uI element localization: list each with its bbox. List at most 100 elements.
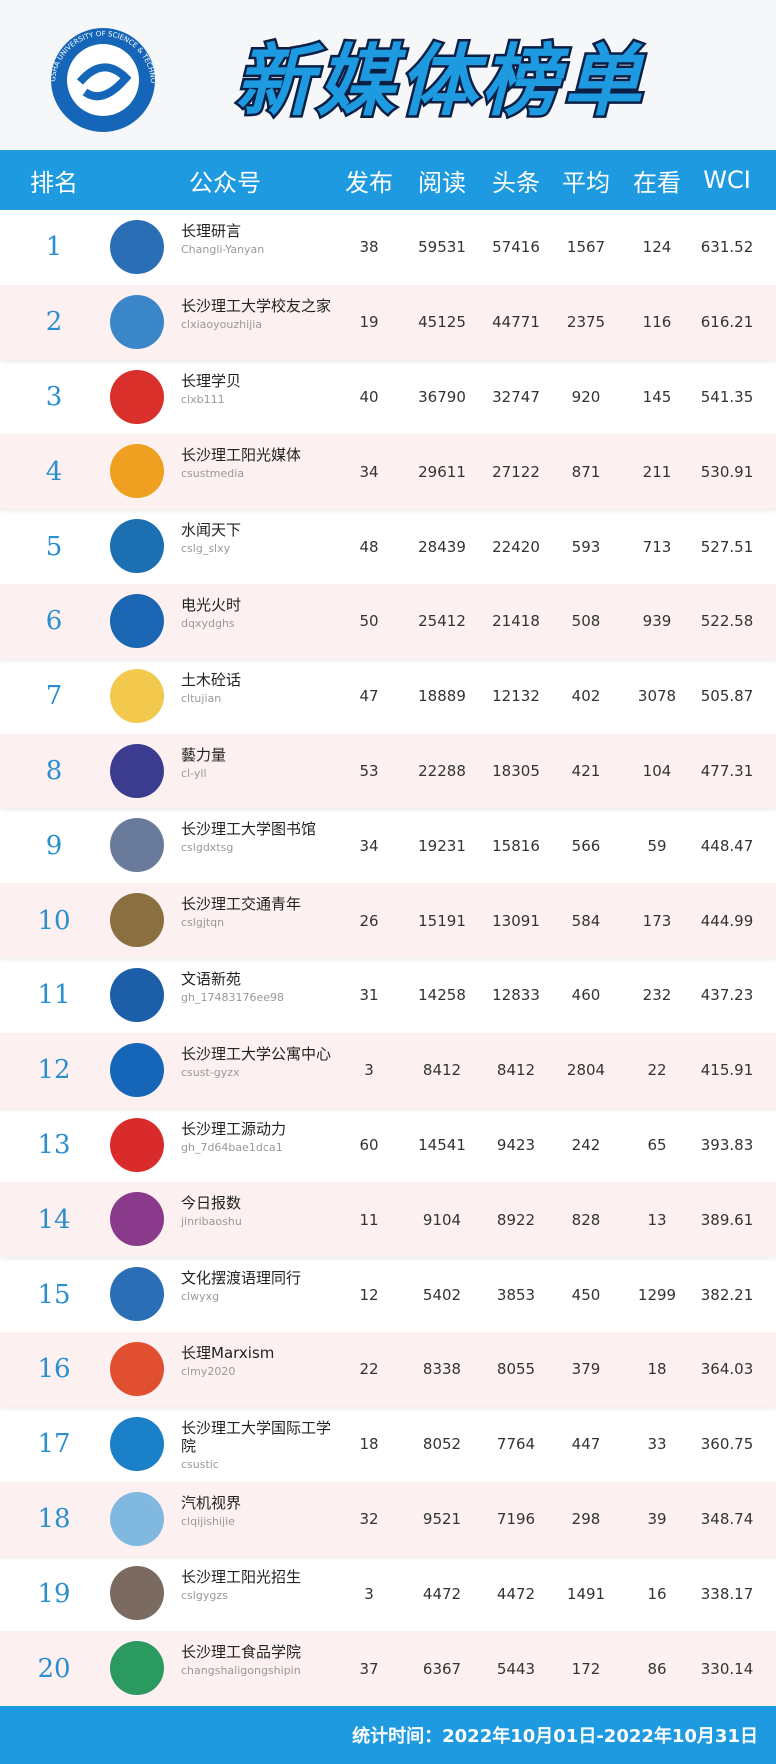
cell-value: 9521	[422, 1509, 462, 1528]
cell-value: 38	[359, 238, 379, 257]
account: 长沙理工大学校友之家 clxiaoyouzhijia	[181, 297, 341, 331]
cell-value: 3853	[496, 1285, 536, 1304]
account-id: changshaligongshipin	[181, 1664, 301, 1678]
cell-value: 45125	[418, 313, 466, 332]
account: 长沙理工大学国际工学院 csustic	[181, 1419, 341, 1471]
account-id: cl-yll	[181, 766, 207, 780]
rank: 15	[37, 1279, 71, 1310]
account: 长沙理工阳光媒体 csustmedia	[181, 446, 341, 480]
cell-value: 527.51	[700, 537, 754, 556]
cell-value: 9104	[422, 1210, 462, 1229]
cell-value: 50	[359, 612, 379, 631]
account: 长沙理工大学公寓中心 csust-gyzx	[181, 1045, 341, 1079]
avatar	[110, 444, 164, 499]
cell-value: 37	[359, 1659, 379, 1678]
cell-value: 13	[647, 1210, 667, 1229]
cell-value: 8052	[422, 1435, 462, 1454]
account: 汽机视界 clqijishijie	[181, 1494, 341, 1528]
cell-value: 53	[359, 761, 379, 780]
account-id: clxb111	[181, 392, 225, 406]
cell-value: 4472	[496, 1584, 536, 1603]
account-name: 长沙理工大学公寓中心	[181, 1044, 332, 1063]
cell-value: 8412	[496, 1061, 536, 1080]
cell-value: 5443	[496, 1659, 536, 1678]
cell-value: 18	[647, 1360, 667, 1379]
header: CHANGSHA UNIVERSITY OF SCIENCE & TECHNOL…	[0, 0, 776, 150]
avatar	[110, 294, 164, 349]
table-row: 9 长沙理工大学图书馆 cslgdxtsg 34 19231 15816 566 59 448.…	[0, 808, 776, 883]
cell-value: 364.03	[700, 1360, 754, 1379]
account-id: cslgygzs	[181, 1589, 228, 1603]
table-row: 3 长理学贝 clxb111 40 36790 32747 920 145 541.35	[0, 360, 776, 435]
cell-value: 8338	[422, 1360, 462, 1379]
cell-value: 1567	[566, 238, 606, 257]
rank: 8	[45, 755, 63, 786]
avatar	[110, 594, 164, 648]
table-row: 20 长沙理工食品学院 changshaligongshipin 37 6367 5443…	[0, 1631, 776, 1706]
cell-value: 28439	[418, 537, 466, 556]
account: 电光火时 dqxydghs	[181, 596, 341, 630]
account-name: 长沙理工交通青年	[181, 895, 302, 914]
account-name: 长沙理工源动力	[181, 1119, 287, 1138]
cell-value: 348.74	[700, 1509, 754, 1528]
cell-value: 32	[359, 1509, 379, 1528]
table-row: 6 电光火时 dqxydghs 50 25412 21418 508 939 522.58	[0, 584, 776, 659]
rank: 12	[37, 1055, 71, 1086]
account-name: 长理Marxism	[181, 1344, 275, 1362]
cell-value: 21418	[492, 612, 540, 631]
title: 新媒体榜单	[235, 37, 645, 127]
cell-value: 713	[642, 537, 672, 556]
cell-value: 447	[571, 1435, 601, 1454]
table-row: 4 长沙理工阳光媒体 csustmedia 34 29611 27122 871 211 530…	[0, 434, 776, 510]
cell-value: 14258	[418, 986, 466, 1005]
table-row: 12 长沙理工大学公寓中心 csust-gyzx 3 8412 8412 2804 22 415…	[0, 1032, 776, 1108]
logo-inner	[67, 44, 139, 116]
cell-value: 36790	[418, 387, 466, 406]
cell-value: 6367	[422, 1659, 462, 1678]
cell-value: 59531	[418, 238, 466, 257]
cell-value: 389.61	[700, 1210, 754, 1229]
cell-value: 444.99	[700, 911, 754, 930]
account-name: 长沙理工大学校友之家	[181, 296, 332, 315]
account: 长沙理工源动力 gh_7d64bae1dca1	[181, 1120, 341, 1154]
account-id: csustmedia	[181, 467, 245, 481]
cell-value: 14541	[418, 1135, 466, 1154]
rank: 19	[37, 1578, 71, 1609]
cell-value: 44771	[492, 313, 540, 332]
table-row: 14 今日报数 jinribaoshu 11 9104 8922 828 13 389.61	[0, 1182, 776, 1258]
column-label: WCI	[703, 166, 751, 194]
table-row: 13 长沙理工源动力 gh_7d64bae1dca1 60 14541 9423 242 65…	[0, 1108, 776, 1183]
cell-value: 393.83	[700, 1135, 754, 1154]
cell-value: 22	[647, 1061, 667, 1080]
cell-value: 25412	[418, 612, 466, 631]
account-id: cltujian	[181, 691, 222, 705]
column-label: 阅读	[418, 168, 466, 197]
cell-value: 60	[359, 1135, 379, 1154]
account-name: 水闻天下	[181, 521, 242, 540]
account-name: 今日报数	[181, 1194, 242, 1213]
avatar	[110, 1267, 164, 1322]
table-row: 1 长理研言 Changli-Yanyan 38 59531 57416 1567 124 63…	[0, 210, 776, 285]
account-id: dqxydghs	[181, 617, 235, 630]
account-name: 文化摆渡语理同行	[181, 1269, 302, 1288]
table-row: 15 文化摆渡语理同行 clwyxg 12 5402 3853 450 1299 382.21	[0, 1257, 776, 1332]
rank: 16	[37, 1354, 71, 1385]
column-label: 公众号	[189, 168, 261, 197]
avatar	[110, 1117, 164, 1172]
column-label: 排名	[30, 168, 78, 197]
cell-value: 330.14	[700, 1659, 754, 1678]
account: 藝力量 cl-yll	[181, 746, 341, 780]
cell-value: 39	[647, 1509, 667, 1528]
cell-value: 450	[571, 1285, 601, 1304]
cell-value: 173	[642, 911, 672, 930]
rank: 2	[45, 307, 63, 338]
rank: 11	[37, 980, 71, 1011]
cell-value: 8055	[496, 1360, 536, 1379]
column-header: 排名 公众号 发布 阅读 头条 平均 在看 WCI	[0, 150, 776, 210]
cell-value: 530.91	[700, 462, 754, 481]
rank: 18	[37, 1503, 71, 1534]
account-name: 长沙理工大学国际工学院	[181, 1418, 332, 1455]
cell-value: 65	[647, 1135, 667, 1154]
table-row: 5 水闻天下 cslg_slxy 48 28439 22420 593 713 527.51	[0, 509, 776, 584]
